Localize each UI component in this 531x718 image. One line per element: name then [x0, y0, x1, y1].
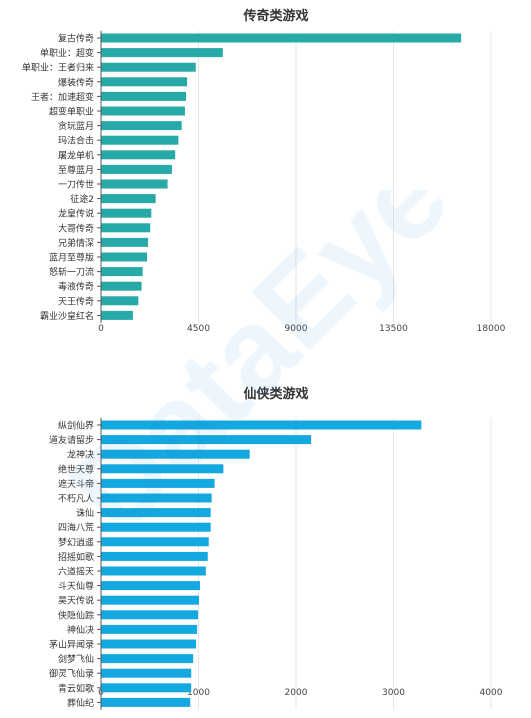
bar: [101, 697, 191, 707]
bar: [101, 281, 142, 291]
category-label: 青云如歌: [58, 682, 94, 694]
bar: [101, 435, 312, 445]
category-label: 龙神决: [67, 449, 94, 461]
category-label: 六道摇天: [58, 566, 94, 578]
category-label: 屠龙单机: [58, 149, 94, 161]
chart-2: 仙侠类游戏01000200030004000纵剑仙界道友请留步龙神决绝世天尊遮天…: [49, 386, 503, 710]
category-label: 纵剑仙界: [58, 420, 94, 432]
category-label: 兄弟情深: [58, 237, 94, 249]
category-label: 侠隐仙踪: [58, 609, 94, 621]
bar: [101, 508, 211, 518]
category-label: 霸业沙皇红名: [40, 310, 94, 322]
bar: [101, 91, 186, 101]
bar: [101, 208, 152, 218]
category-label: 葬仙纪: [67, 697, 94, 709]
category-label: 蓝月至尊版: [49, 252, 94, 264]
category-label: 单职业：王者归来: [22, 62, 94, 74]
category-label: 玛法合击: [58, 135, 94, 147]
chart-1: 传奇类游戏 0 4500 9000 13500 18000 复古传奇单职业：超变单职业：王者…: [22, 8, 506, 334]
bar: [101, 164, 172, 174]
category-label: 不朽凡人: [58, 493, 94, 505]
x-tick-label: 9000: [285, 324, 308, 334]
category-label: 神仙决: [67, 624, 94, 636]
category-label: 梦幻逍遥: [58, 536, 94, 548]
chart-title: 仙侠类游戏: [243, 386, 308, 402]
bar: [101, 537, 209, 547]
bar: [101, 194, 156, 204]
bar: [101, 223, 151, 233]
bar: [101, 522, 211, 532]
category-label: 绝世天尊: [58, 463, 94, 475]
category-label: 诛仙: [76, 507, 94, 519]
bar: [101, 296, 139, 306]
bar: [101, 252, 147, 262]
bar: [101, 551, 208, 561]
category-label: 道友请留步: [49, 434, 94, 446]
category-label: 大哥传奇: [58, 222, 94, 234]
x-tick-label: 13500: [379, 324, 408, 334]
bar: [101, 566, 206, 576]
bar: [101, 493, 212, 503]
category-label: 剑梦飞仙: [58, 653, 94, 665]
bar: [101, 106, 185, 116]
category-label: 天王传奇: [58, 295, 94, 307]
bar: [101, 478, 215, 488]
bar: [101, 33, 462, 43]
bar: [101, 654, 194, 664]
category-label: 至尊蓝月: [58, 164, 94, 176]
category-label: 毒液传奇: [58, 281, 94, 293]
category-label: 斗天仙尊: [58, 580, 94, 592]
category-label: 单职业：超变: [40, 47, 94, 59]
bar: [101, 668, 192, 678]
bar: [101, 595, 199, 605]
bar: [101, 267, 143, 277]
bar: [101, 179, 168, 189]
x-tick-label: 4000: [480, 688, 503, 698]
bar: [101, 150, 176, 160]
category-label: 御灵飞仙录: [49, 668, 94, 680]
category-label: 四海八荒: [58, 522, 94, 534]
category-label: 怒斩一刀流: [49, 266, 94, 278]
x-tick-label: 18000: [477, 324, 506, 334]
bar: [101, 449, 250, 459]
bar: [101, 683, 192, 693]
x-tick-label: 3000: [382, 688, 405, 698]
category-label: 遮天斗帝: [58, 478, 94, 490]
category-label: 超变单职业: [49, 106, 94, 118]
bar: [101, 121, 182, 131]
bar: [101, 237, 149, 247]
bar: [101, 77, 188, 87]
category-label: 龙皇传说: [58, 208, 94, 220]
bar: [101, 48, 223, 58]
category-label: 茅山异闻录: [49, 640, 94, 651]
bar: [101, 610, 199, 620]
category-label: 王者：加速超变: [31, 91, 94, 103]
category-label: 招摇如歌: [58, 551, 94, 563]
bar: [101, 581, 200, 591]
bar: [101, 420, 422, 430]
category-label: 复古传奇: [58, 33, 94, 45]
x-tick-label: 0: [98, 324, 104, 334]
bar: [101, 464, 224, 474]
category-label: 征途2: [70, 193, 94, 205]
chart-title: 传奇类游戏: [242, 8, 308, 24]
category-label: 昊天传说: [58, 595, 94, 607]
bar: [101, 624, 198, 634]
bar: [101, 135, 179, 145]
x-tick-label: 2000: [285, 688, 308, 698]
x-tick-label: 4500: [187, 324, 210, 334]
category-label: 一刀传世: [58, 179, 94, 191]
x-tick-label: 1000: [187, 688, 210, 698]
category-label: 贪玩蓝月: [58, 120, 94, 132]
bar: [101, 62, 196, 72]
category-label: 爆装传奇: [58, 76, 94, 88]
bar: [101, 639, 197, 649]
bar: [101, 310, 133, 320]
